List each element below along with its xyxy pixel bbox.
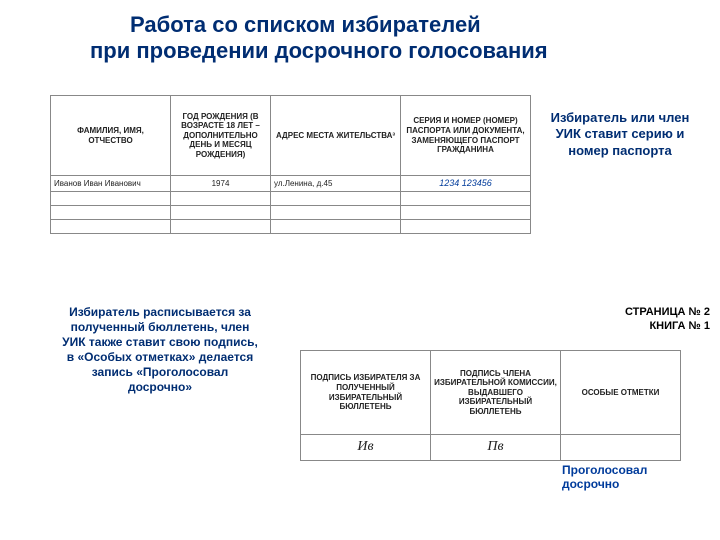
title-block: Работа со списком избирателей при провед… [90, 12, 680, 64]
header-name: ФАМИЛИЯ, ИМЯ, ОТЧЕСТВО [51, 96, 171, 176]
page-header-2: СТРАНИЦА № 2 КНИГА № 1 [540, 305, 710, 334]
page-number: СТРАНИЦА № 2 [540, 305, 710, 319]
header-address: АДРЕС МЕСТА ЖИТЕЛЬСТВА³ [271, 96, 401, 176]
cell-voter-sig: Ив [301, 435, 431, 461]
cell-address: ул.Ленина, д.45 [271, 176, 401, 192]
header-passport: СЕРИЯ И НОМЕР (НОМЕР) ПАСПОРТА ИЛИ ДОКУМ… [401, 96, 531, 176]
cell-marks [561, 435, 681, 461]
cell-passport: 1234 123456 [401, 176, 531, 192]
page: Работа со списком избирателей при провед… [0, 0, 720, 540]
voter-signature: Ив [357, 439, 373, 454]
cell-year: 1974 [171, 176, 271, 192]
member-signature: Пв [487, 439, 503, 454]
table-header-row: ФАМИЛИЯ, ИМЯ, ОТЧЕСТВО ГОД РОЖДЕНИЯ (В В… [51, 96, 531, 176]
title-line1: Работа со списком избирателей [130, 12, 680, 38]
table-row: Ив Пв [301, 435, 681, 461]
header-member-sig: ПОДПИСЬ ЧЛЕНА ИЗБИРАТЕЛЬНОЙ КОМИССИИ, ВЫ… [431, 351, 561, 435]
note-passport: Избиратель или член УИК ставит серию и н… [540, 110, 700, 159]
table-row: Иванов Иван Иванович 1974 ул.Ленина, д.4… [51, 176, 531, 192]
passport-value: 1234 123456 [439, 178, 492, 188]
header-voter-sig: ПОДПИСЬ ИЗБИРАТЕЛЯ ЗА ПОЛУЧЕННЫЙ ИЗБИРАТ… [301, 351, 431, 435]
cell-member-sig: Пв [431, 435, 561, 461]
header-year: ГОД РОЖДЕНИЯ (В ВОЗРАСТЕ 18 ЛЕТ – ДОПОЛН… [171, 96, 271, 176]
mark-note: Проголосовал досрочно [562, 463, 692, 492]
table-row [51, 191, 531, 205]
book-number: КНИГА № 1 [540, 319, 710, 333]
cell-name: Иванов Иван Иванович [51, 176, 171, 192]
header-marks: ОСОБЫЕ ОТМЕТКИ [561, 351, 681, 435]
note-signature: Избиратель расписывается за полученный б… [60, 305, 260, 395]
signature-table: ПОДПИСЬ ИЗБИРАТЕЛЯ ЗА ПОЛУЧЕННЫЙ ИЗБИРАТ… [300, 350, 681, 461]
voter-list-table: ФАМИЛИЯ, ИМЯ, ОТЧЕСТВО ГОД РОЖДЕНИЯ (В В… [50, 95, 531, 234]
title-line2: при проведении досрочного голосования [90, 38, 680, 64]
table-header-row: ПОДПИСЬ ИЗБИРАТЕЛЯ ЗА ПОЛУЧЕННЫЙ ИЗБИРАТ… [301, 351, 681, 435]
table-row [51, 205, 531, 219]
table-row [51, 219, 531, 233]
